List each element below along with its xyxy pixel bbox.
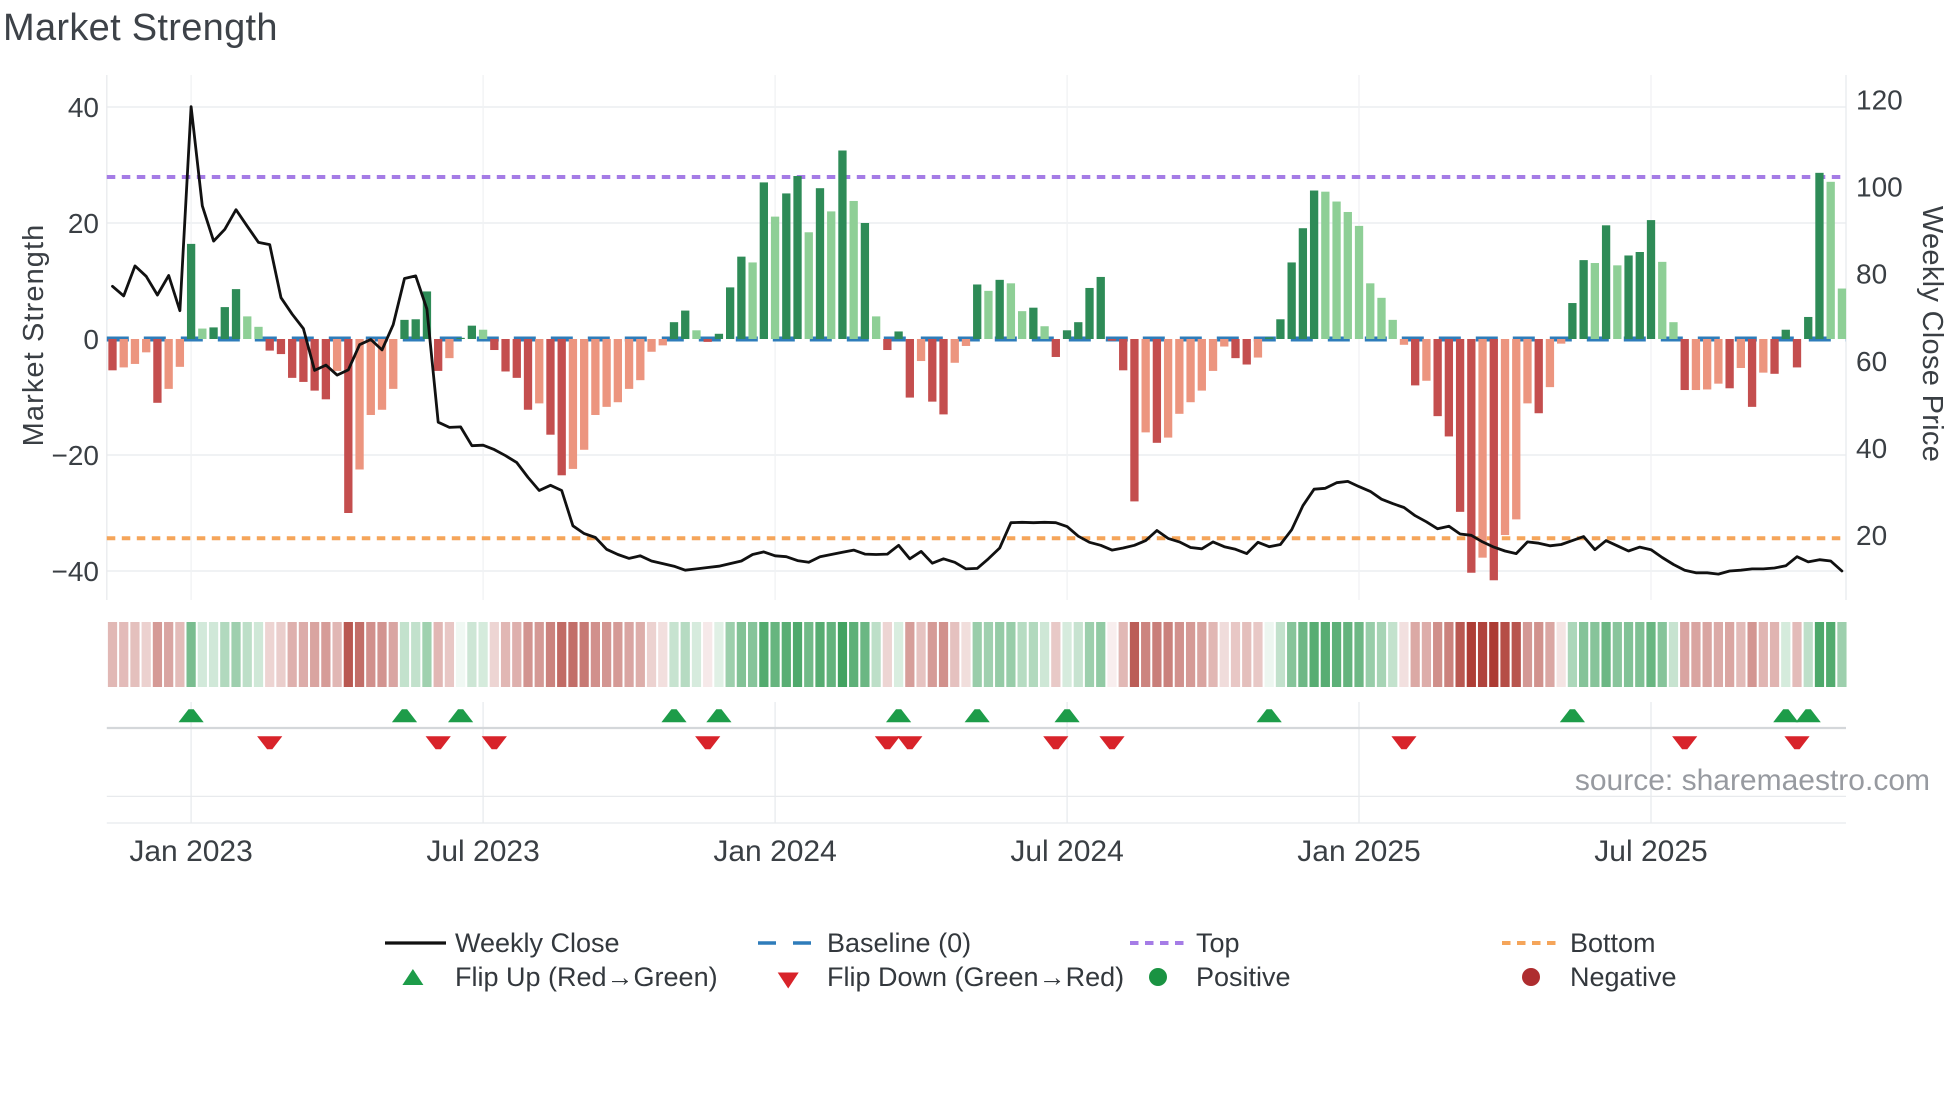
svg-text:Jul 2024: Jul 2024 [1010, 835, 1123, 868]
svg-text:Flip Up (Red→Green): Flip Up (Red→Green) [455, 962, 718, 992]
svg-text:Positive: Positive [1196, 962, 1291, 992]
svg-text:120: 120 [1856, 85, 1903, 116]
svg-text:Negative: Negative [1570, 962, 1677, 992]
svg-text:Weekly Close: Weekly Close [455, 928, 620, 958]
svg-text:80: 80 [1856, 259, 1887, 290]
svg-text:Market Strength: Market Strength [18, 224, 50, 447]
svg-text:20: 20 [68, 208, 99, 239]
svg-text:Weekly Close Price: Weekly Close Price [1916, 206, 1948, 462]
svg-text:Jul 2025: Jul 2025 [1594, 835, 1707, 868]
svg-text:source: sharemaestro.com: source: sharemaestro.com [1575, 764, 1930, 797]
svg-text:40: 40 [1856, 433, 1887, 464]
svg-text:−20: −20 [52, 440, 100, 471]
svg-text:40: 40 [68, 92, 99, 123]
svg-text:−40: −40 [52, 556, 100, 587]
svg-text:Baseline (0): Baseline (0) [827, 928, 971, 958]
svg-text:20: 20 [1856, 520, 1887, 551]
svg-text:Jan 2024: Jan 2024 [713, 835, 836, 868]
svg-text:Top: Top [1196, 928, 1240, 958]
svg-text:Jan 2023: Jan 2023 [129, 835, 252, 868]
svg-text:Bottom: Bottom [1570, 928, 1656, 958]
svg-text:Flip Down (Green→Red): Flip Down (Green→Red) [827, 962, 1124, 992]
svg-text:60: 60 [1856, 346, 1887, 377]
svg-text:Jan 2025: Jan 2025 [1297, 835, 1420, 868]
svg-text:Market Strength: Market Strength [3, 7, 278, 49]
svg-text:0: 0 [83, 324, 99, 355]
svg-text:100: 100 [1856, 172, 1903, 203]
svg-text:Jul 2023: Jul 2023 [426, 835, 539, 868]
